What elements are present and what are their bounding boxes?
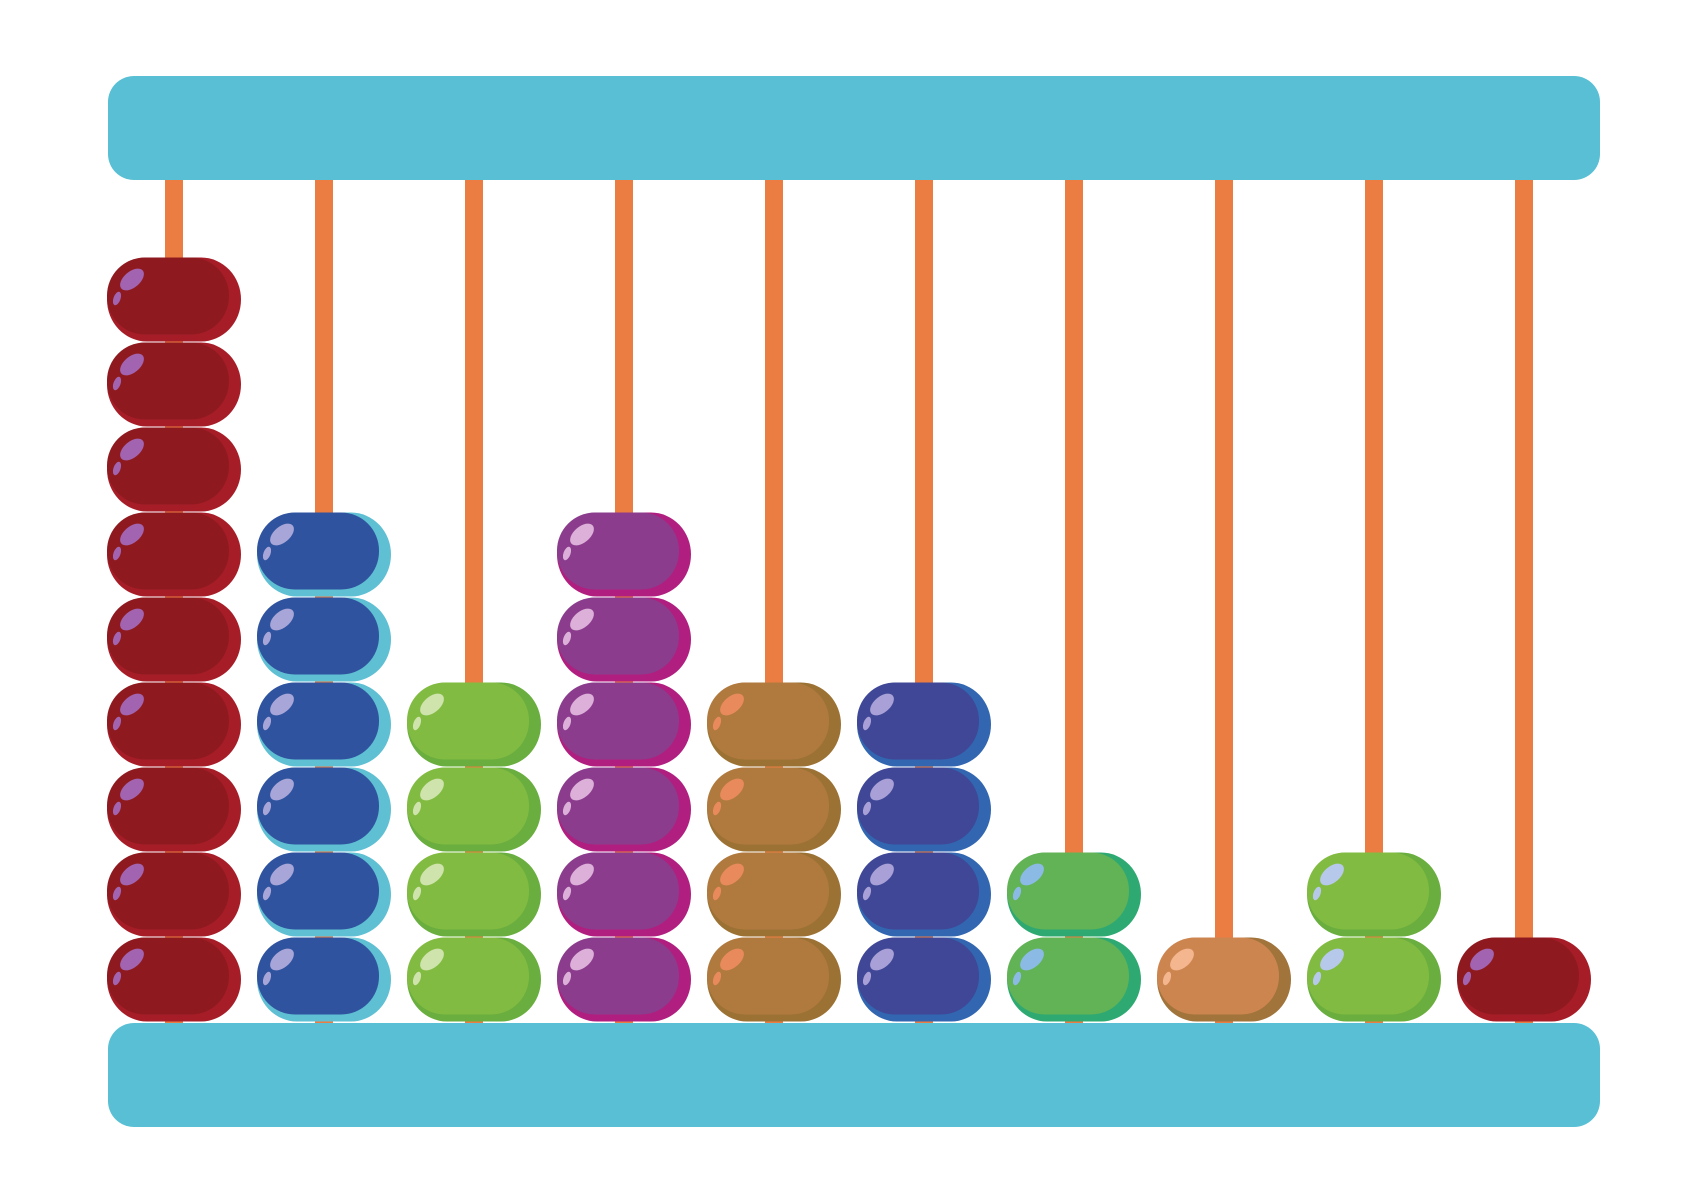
abacus-bottom-bar (108, 1023, 1600, 1127)
bead-rod-2-1 (257, 937, 391, 1022)
bead-rod-1-9 (107, 257, 241, 342)
bead-rod-1-4 (107, 682, 241, 767)
bead-rod-3-1 (407, 937, 541, 1022)
bead-rod-1-1 (107, 937, 241, 1022)
bead-rod-5-1 (707, 937, 841, 1022)
bead-rod-2-4 (257, 682, 391, 767)
bead-rod-4-1 (557, 937, 691, 1022)
bead-rod-4-3 (557, 767, 691, 852)
bead-rod-5-4 (707, 682, 841, 767)
rod-7 (1065, 178, 1083, 1026)
bead-rod-6-4 (857, 682, 991, 767)
bead-rod-1-7 (107, 427, 241, 512)
rod-9 (1365, 178, 1383, 1026)
bead-rod-5-3 (707, 767, 841, 852)
bead-rod-2-3 (257, 767, 391, 852)
bead-rod-4-4 (557, 682, 691, 767)
beads (107, 257, 1591, 1022)
bead-rod-9-1 (1307, 937, 1441, 1022)
bead-rod-5-2 (707, 852, 841, 937)
bead-rod-3-3 (407, 767, 541, 852)
bead-rod-1-8 (107, 342, 241, 427)
bead-rod-1-6 (107, 512, 241, 597)
rod-8 (1215, 178, 1233, 1026)
bead-rod-3-2 (407, 852, 541, 937)
bead-rod-4-2 (557, 852, 691, 937)
bead-rod-1-3 (107, 767, 241, 852)
bead-rod-2-6 (257, 512, 391, 597)
bead-rod-7-2 (1007, 852, 1141, 937)
bead-rod-7-1 (1007, 937, 1141, 1022)
bead-rod-2-2 (257, 852, 391, 937)
bead-rod-1-5 (107, 597, 241, 682)
bead-rod-9-2 (1307, 852, 1441, 937)
bead-rod-8-1 (1157, 937, 1291, 1022)
rod-10 (1515, 178, 1533, 1026)
bead-rod-10-1 (1457, 937, 1591, 1022)
bead-rod-6-3 (857, 767, 991, 852)
bead-rod-2-5 (257, 597, 391, 682)
abacus-top-bar (108, 76, 1600, 180)
bead-rod-1-2 (107, 852, 241, 937)
bead-rod-3-4 (407, 682, 541, 767)
bead-rod-6-1 (857, 937, 991, 1022)
bead-rod-4-6 (557, 512, 691, 597)
bead-rod-4-5 (557, 597, 691, 682)
bead-rod-6-2 (857, 852, 991, 937)
